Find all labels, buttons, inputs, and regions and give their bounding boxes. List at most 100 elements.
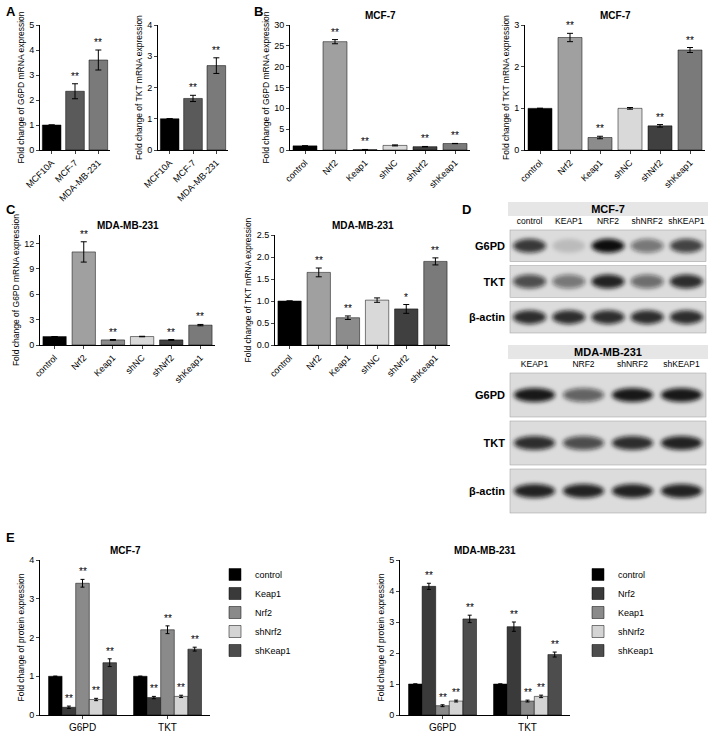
svg-text:**: ** xyxy=(451,130,459,141)
svg-text:shNrf2: shNrf2 xyxy=(618,627,645,637)
svg-text:Fold change of TKT mRNA expres: Fold change of TKT mRNA expression xyxy=(134,15,144,160)
svg-text:6: 6 xyxy=(29,289,34,299)
svg-text:shNC: shNC xyxy=(359,352,382,375)
svg-text:MDA-MB-231: MDA-MB-231 xyxy=(574,346,642,358)
svg-text:2: 2 xyxy=(29,633,34,643)
svg-text:0.0: 0.0 xyxy=(257,340,270,350)
svg-text:1: 1 xyxy=(147,114,152,124)
svg-text:Keap1: Keap1 xyxy=(618,608,644,618)
svg-text:shKEAP1: shKEAP1 xyxy=(663,359,700,369)
svg-text:MCF-7: MCF-7 xyxy=(591,203,625,215)
svg-text:1: 1 xyxy=(514,103,519,113)
svg-text:Fold change of G6PD mRNA expre: Fold change of G6PD mRNA expression xyxy=(11,214,21,366)
svg-text:MDA-MB-231: MDA-MB-231 xyxy=(97,220,159,231)
svg-text:shNrf2: shNrf2 xyxy=(385,353,411,379)
svg-text:12: 12 xyxy=(24,239,34,249)
svg-text:4: 4 xyxy=(29,45,34,55)
svg-text:shKeap1: shKeap1 xyxy=(408,353,440,385)
svg-text:Keap1: Keap1 xyxy=(579,158,604,183)
svg-text:shKeap1: shKeap1 xyxy=(173,353,205,385)
svg-text:4: 4 xyxy=(389,586,394,596)
svg-text:shNRF2: shNRF2 xyxy=(632,216,663,226)
svg-text:MCF10A: MCF10A xyxy=(24,158,56,190)
svg-text:3: 3 xyxy=(389,617,394,627)
svg-text:0: 0 xyxy=(29,145,34,155)
svg-text:MCF10A: MCF10A xyxy=(142,158,174,190)
svg-text:**: ** xyxy=(167,327,175,338)
svg-text:MDA-MB-231: MDA-MB-231 xyxy=(175,158,221,204)
svg-text:KEAP1: KEAP1 xyxy=(521,359,549,369)
svg-text:**: ** xyxy=(524,687,532,698)
svg-text:shNrf2: shNrf2 xyxy=(255,627,282,637)
svg-text:shNrf2: shNrf2 xyxy=(404,158,430,184)
svg-text:0: 0 xyxy=(29,710,34,720)
svg-text:shNrf2: shNrf2 xyxy=(150,353,176,379)
svg-text:MCF-7: MCF-7 xyxy=(600,10,631,21)
svg-text:Keap1: Keap1 xyxy=(327,353,352,378)
svg-text:Keap1: Keap1 xyxy=(92,353,117,378)
svg-text:TKT: TKT xyxy=(484,437,506,449)
svg-text:**: ** xyxy=(421,133,429,144)
svg-text:**: ** xyxy=(686,35,694,46)
svg-text:1: 1 xyxy=(29,120,34,130)
svg-text:**: ** xyxy=(596,123,604,134)
svg-text:**: ** xyxy=(196,311,204,322)
svg-text:15: 15 xyxy=(274,83,284,93)
svg-text:0: 0 xyxy=(279,145,284,155)
svg-text:**: ** xyxy=(92,685,100,696)
svg-text:**: ** xyxy=(510,609,518,620)
svg-text:**: ** xyxy=(189,82,197,93)
svg-text:E: E xyxy=(6,530,15,545)
svg-text:5: 5 xyxy=(29,20,34,30)
svg-text:B: B xyxy=(254,4,263,19)
svg-text:**: ** xyxy=(150,683,158,694)
svg-text:3: 3 xyxy=(29,315,34,325)
svg-text:A: A xyxy=(6,4,16,19)
svg-text:β-actin: β-actin xyxy=(469,485,505,497)
svg-text:shKeap1: shKeap1 xyxy=(662,158,694,190)
svg-text:3: 3 xyxy=(147,51,152,61)
svg-text:G6PD: G6PD xyxy=(69,722,96,733)
svg-text:TKT: TKT xyxy=(518,722,537,733)
svg-text:**: ** xyxy=(425,570,433,581)
svg-text:**: ** xyxy=(106,646,114,657)
svg-text:shNrf2: shNrf2 xyxy=(639,158,665,184)
svg-text:2.0: 2.0 xyxy=(257,252,270,262)
svg-text:MCF-7: MCF-7 xyxy=(110,545,141,556)
svg-text:MCF-7: MCF-7 xyxy=(53,158,80,185)
svg-text:4: 4 xyxy=(147,20,152,30)
svg-text:KEAP1: KEAP1 xyxy=(555,216,583,226)
svg-text:**: ** xyxy=(331,27,339,38)
svg-text:Nrf2: Nrf2 xyxy=(555,158,574,177)
svg-text:1: 1 xyxy=(389,679,394,689)
svg-text:**: ** xyxy=(551,639,559,650)
svg-text:**: ** xyxy=(315,255,323,266)
svg-text:**: ** xyxy=(65,693,73,704)
svg-text:**: ** xyxy=(191,634,199,645)
svg-text:3: 3 xyxy=(29,594,34,604)
svg-text:**: ** xyxy=(79,566,87,577)
svg-text:NRF2: NRF2 xyxy=(572,359,594,369)
svg-text:1.5: 1.5 xyxy=(257,274,270,284)
svg-text:MCF-7: MCF-7 xyxy=(365,10,396,21)
svg-text:control: control xyxy=(517,216,543,226)
svg-text:shNC: shNC xyxy=(124,352,147,375)
svg-text:**: ** xyxy=(537,682,545,693)
svg-text:1: 1 xyxy=(29,671,34,681)
svg-text:0: 0 xyxy=(29,340,34,350)
svg-text:**: ** xyxy=(80,229,88,240)
svg-text:**: ** xyxy=(94,37,102,48)
svg-text:0.5: 0.5 xyxy=(257,318,270,328)
svg-text:shNC: shNC xyxy=(377,157,400,180)
svg-text:Keap1: Keap1 xyxy=(344,158,369,183)
svg-text:shKEAP1: shKEAP1 xyxy=(668,216,705,226)
svg-text:**: ** xyxy=(466,602,474,613)
svg-text:0: 0 xyxy=(514,145,519,155)
svg-text:**: ** xyxy=(656,112,664,123)
svg-text:control: control xyxy=(618,570,645,580)
svg-text:Nrf2: Nrf2 xyxy=(255,608,272,618)
svg-text:control: control xyxy=(255,570,282,580)
svg-text:Nrf2: Nrf2 xyxy=(618,589,635,599)
svg-text:shKeap1: shKeap1 xyxy=(427,158,459,190)
svg-text:30: 30 xyxy=(274,20,284,30)
